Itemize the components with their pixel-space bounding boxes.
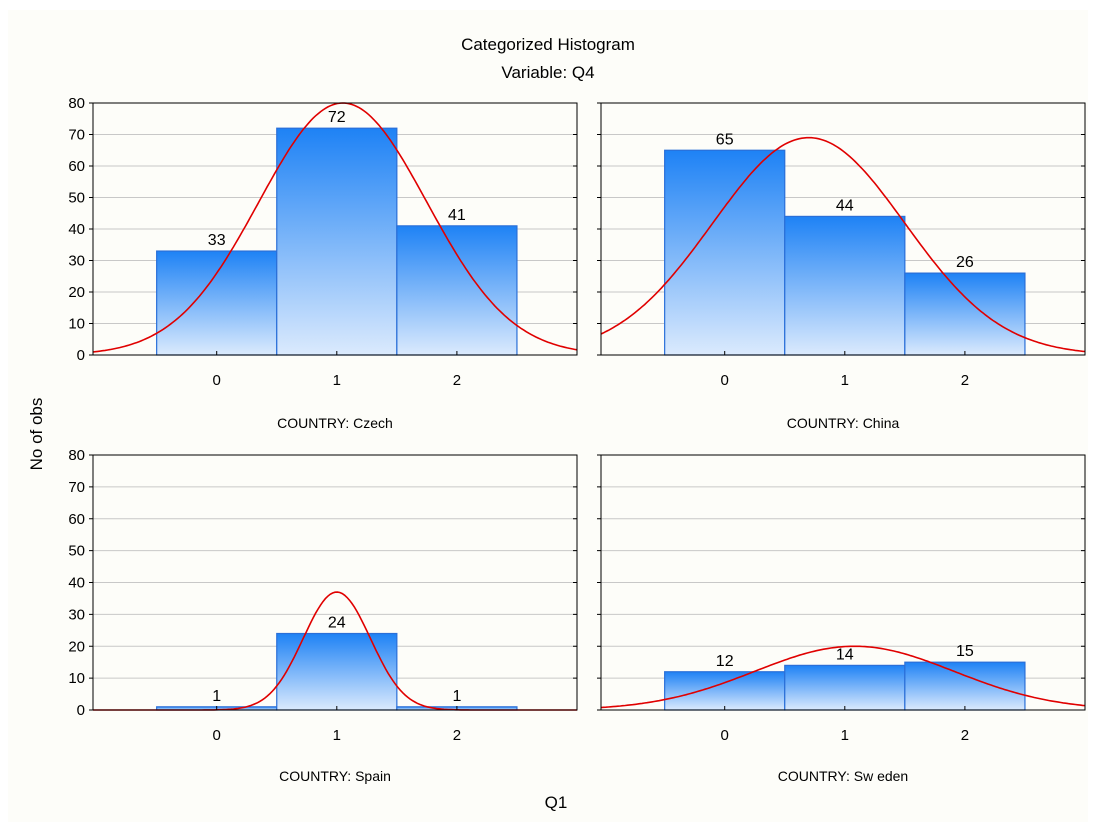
bar	[904, 661, 1026, 711]
y-tick-label: 60	[68, 511, 85, 528]
bar	[276, 127, 398, 356]
y-tick-label: 30	[68, 253, 85, 270]
x-axis-label: Q1	[545, 793, 568, 812]
y-tick-label: 40	[68, 221, 85, 238]
bar	[784, 664, 906, 711]
y-tick-label: 70	[68, 479, 85, 496]
x-tick-label: 0	[213, 372, 221, 389]
panel-label: COUNTRY: Czech	[277, 415, 393, 431]
bar-value-label: 72	[328, 109, 346, 126]
bar-value-label: 1	[212, 688, 221, 705]
y-tick-label: 20	[68, 284, 85, 301]
bar	[904, 272, 1026, 356]
bar	[396, 225, 518, 356]
normal-curve	[600, 136, 1086, 353]
x-tick-label: 0	[213, 727, 221, 744]
bar	[156, 250, 278, 356]
bar-value-label: 24	[328, 615, 346, 632]
bar-value-label: 26	[956, 254, 974, 271]
y-tick-label: 80	[68, 95, 85, 112]
y-tick-label: 0	[77, 347, 85, 364]
x-tick-label: 0	[721, 727, 729, 744]
y-tick-label: 50	[68, 543, 85, 560]
x-tick-label: 1	[333, 372, 341, 389]
x-tick-label: 2	[453, 727, 461, 744]
bar-value-label: 1	[452, 688, 461, 705]
y-tick-label: 70	[68, 127, 85, 144]
x-tick-label: 0	[721, 372, 729, 389]
panel-label: COUNTRY: Sw eden	[778, 768, 908, 784]
bar-value-label: 65	[716, 131, 734, 148]
chart-title: Categorized Histogram	[461, 35, 635, 54]
y-tick-label: 10	[68, 670, 85, 687]
panel-0: 33 72 41 0 10 20 30 40 50 60 70 80 0 1 2 COUNTRY: Czech	[68, 95, 578, 431]
y-tick-label: 30	[68, 606, 85, 623]
x-tick-label: 2	[961, 372, 969, 389]
bar-value-label: 15	[956, 643, 974, 660]
y-tick-label: 10	[68, 316, 85, 333]
chart-subtitle: Variable: Q4	[501, 63, 594, 82]
panel-1: 65 44 26 0 1 2 COUNTRY: China	[597, 102, 1086, 431]
bar	[664, 671, 786, 711]
bar-value-label: 33	[208, 232, 226, 249]
x-tick-label: 1	[841, 727, 849, 744]
bar	[664, 149, 786, 356]
bar-value-label: 14	[836, 646, 854, 663]
y-tick-label: 20	[68, 638, 85, 655]
bar-value-label: 44	[836, 197, 854, 214]
y-tick-label: 0	[77, 702, 85, 719]
panel-label: COUNTRY: Spain	[279, 768, 391, 784]
panel-label: COUNTRY: China	[787, 415, 900, 431]
x-tick-label: 1	[841, 372, 849, 389]
y-tick-label: 50	[68, 190, 85, 207]
bar-value-label: 41	[448, 207, 466, 224]
x-tick-label: 2	[961, 727, 969, 744]
x-tick-label: 1	[333, 727, 341, 744]
y-tick-label: 80	[68, 447, 85, 464]
normal-curve	[92, 102, 578, 353]
x-tick-label: 2	[453, 372, 461, 389]
bar-value-label: 12	[716, 653, 734, 670]
normal-curve	[600, 645, 1086, 709]
y-tick-label: 40	[68, 575, 85, 592]
y-tick-label: 60	[68, 158, 85, 175]
bar	[784, 215, 906, 356]
y-axis-label: No of obs	[27, 398, 46, 471]
bar	[276, 632, 398, 711]
